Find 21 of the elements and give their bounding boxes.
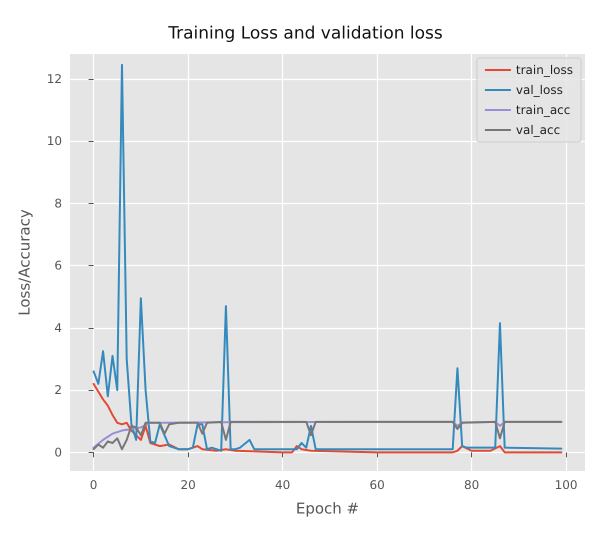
legend-label: val_acc — [516, 123, 560, 137]
chart-title: Training Loss and validation loss — [167, 24, 443, 44]
y-tick-label: 6 — [54, 258, 62, 273]
line-series — [92, 382, 562, 454]
y-tick-label: 2 — [54, 383, 62, 398]
x-tick-label: 60 — [369, 478, 385, 492]
x-tick-label: 100 — [554, 478, 578, 492]
y-tick-label: 10 — [46, 134, 62, 148]
x-tick-label: 20 — [180, 478, 196, 492]
y-tick-label: 8 — [54, 196, 62, 210]
y-tick-label: 12 — [46, 72, 62, 86]
x-tick-label: 80 — [464, 478, 480, 492]
legend-label: val_loss — [516, 83, 563, 97]
x-tick-label: 0 — [90, 478, 98, 492]
legend-label: train_loss — [516, 63, 574, 77]
y-tick-label: 4 — [54, 320, 62, 335]
legend-label: train_acc — [516, 103, 570, 117]
x-axis-title: Epoch # — [296, 500, 360, 518]
y-tick-label: 0 — [54, 445, 62, 460]
y-axis-title: Loss/Accuracy — [16, 209, 34, 316]
x-tick-label: 40 — [274, 478, 290, 492]
